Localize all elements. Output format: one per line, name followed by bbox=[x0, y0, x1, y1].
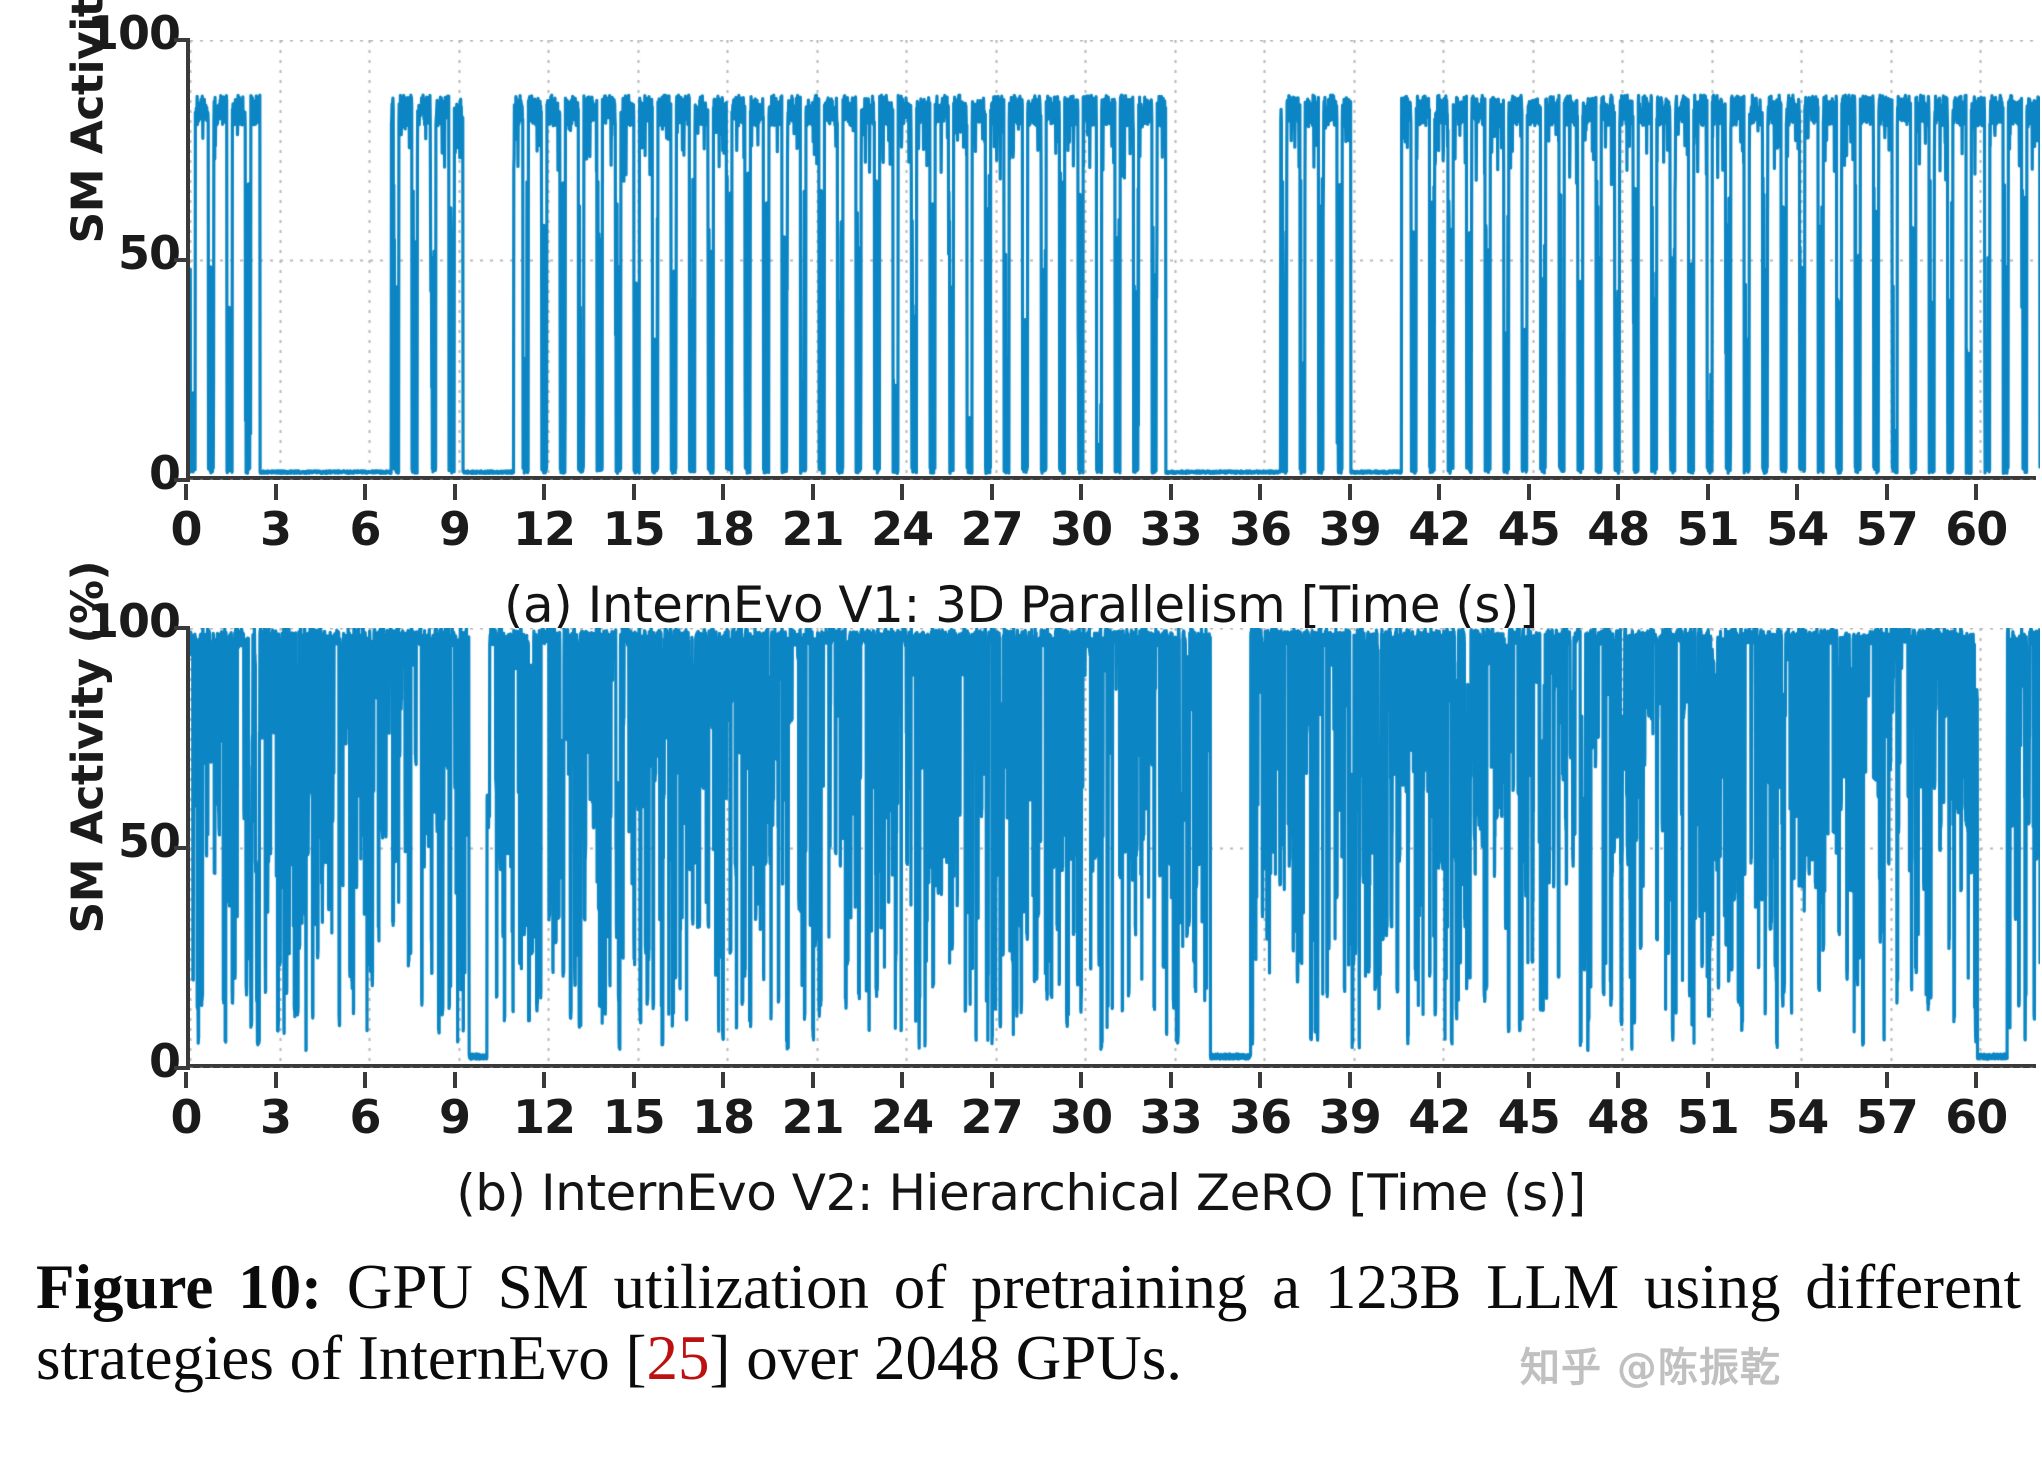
panel-b-xtick-51: 51 bbox=[1676, 1090, 1740, 1144]
figure-label: Figure 10: bbox=[36, 1252, 323, 1322]
panel-b-xtick-21: 21 bbox=[781, 1090, 845, 1144]
chart-panel-a: SM Activity (%) 100 50 0 0 3 6 9 12 15 18 21 24 2… bbox=[0, 0, 2042, 634]
panel-a-caption: (a) InternEvo V1: 3D Parallelism [Time (… bbox=[504, 576, 1538, 634]
panel-a-xtick-33: 33 bbox=[1139, 502, 1203, 556]
panel-a-xtick-0: 0 bbox=[170, 502, 202, 556]
panel-a-x-tickmarks bbox=[184, 484, 2036, 500]
figure-citation: 25 bbox=[646, 1322, 710, 1393]
figure-caption-part-1: GPU SM utilization of pretraining a 123B… bbox=[36, 1252, 2021, 1393]
panel-a-ytick-50: 50 bbox=[117, 226, 181, 280]
panel-b-xtick-57: 57 bbox=[1855, 1090, 1919, 1144]
chart-panel-b: SM Activity (%) 100 50 0 0 3 6 9 12 15 18 21 24 2… bbox=[0, 561, 2042, 1228]
panel-b-xtick-3: 3 bbox=[260, 1090, 292, 1144]
panel-b-y-tick-labels: 100 50 0 bbox=[0, 598, 181, 1228]
panel-a-ytick-0: 0 bbox=[148, 446, 181, 500]
panel-b-xtick-54: 54 bbox=[1766, 1090, 1829, 1144]
panel-b-xtick-15: 15 bbox=[602, 1090, 666, 1144]
panel-a-xtick-60: 60 bbox=[1945, 502, 2008, 556]
panel-a-xtick-42: 42 bbox=[1408, 502, 1471, 556]
panel-b-ytick-0: 0 bbox=[148, 1034, 181, 1088]
panel-a-xtick-21: 21 bbox=[781, 502, 845, 556]
panel-a-xtick-45: 45 bbox=[1497, 502, 1561, 556]
panel-b-x-tickmarks bbox=[184, 1072, 2036, 1088]
panel-b-caption: (b) InternEvo V2: Hierarchical ZeRO [Tim… bbox=[456, 1164, 1586, 1222]
panel-b-xtick-24: 24 bbox=[871, 1090, 934, 1144]
panel-b-ytick-50: 50 bbox=[117, 814, 181, 868]
panel-a-xtick-36: 36 bbox=[1229, 502, 1292, 556]
panel-a-xtick-24: 24 bbox=[871, 502, 934, 556]
panel-b-xtick-6: 6 bbox=[349, 1090, 382, 1144]
panel-a-plot-area[interactable] bbox=[174, 38, 2040, 482]
figure-caption-part-2: ] over 2048 GPUs. bbox=[709, 1322, 1183, 1393]
panel-b-xtick-39: 39 bbox=[1318, 1090, 1382, 1144]
panel-a-xtick-3: 3 bbox=[260, 502, 292, 556]
panel-a-xtick-39: 39 bbox=[1318, 502, 1382, 556]
panel-b-xtick-45: 45 bbox=[1497, 1090, 1561, 1144]
panel-a-ytick-100: 100 bbox=[86, 6, 181, 60]
panel-b-xtick-12: 12 bbox=[513, 1090, 576, 1144]
panel-a-xtick-18: 18 bbox=[692, 502, 755, 556]
panel-b-ytick-100: 100 bbox=[86, 594, 181, 648]
panel-a-x-tick-labels: 0 3 6 9 12 15 18 21 24 27 30 33 36 39 42 45 48 51 54 57 60 bbox=[170, 502, 2036, 566]
panel-b-xtick-60: 60 bbox=[1945, 1090, 2008, 1144]
panel-a-y-tick-labels: 100 50 0 bbox=[0, 6, 181, 608]
panel-b-plot-area[interactable] bbox=[174, 626, 2040, 1070]
panel-a-xtick-27: 27 bbox=[960, 502, 1024, 556]
figure-caption: Figure 10: GPU SM utilization of pretrai… bbox=[36, 1252, 2021, 1393]
panel-b-xtick-18: 18 bbox=[692, 1090, 755, 1144]
panel-a-xtick-9: 9 bbox=[439, 502, 471, 556]
panel-a-xtick-54: 54 bbox=[1766, 502, 1829, 556]
panel-b-xtick-30: 30 bbox=[1050, 1090, 1113, 1144]
panel-a-xtick-6: 6 bbox=[349, 502, 382, 556]
panel-b-xtick-33: 33 bbox=[1139, 1090, 1203, 1144]
panel-a-xtick-57: 57 bbox=[1855, 502, 1919, 556]
panel-b-xtick-42: 42 bbox=[1408, 1090, 1471, 1144]
panel-b-xtick-0: 0 bbox=[170, 1090, 202, 1144]
panel-b-xtick-27: 27 bbox=[960, 1090, 1024, 1144]
panel-b-x-tick-labels: 0 3 6 9 12 15 18 21 24 27 30 33 36 39 42 45 48 51 54 57 60 bbox=[170, 1090, 2036, 1154]
panel-a-xtick-12: 12 bbox=[513, 502, 576, 556]
panel-a-xtick-30: 30 bbox=[1050, 502, 1113, 556]
panel-a-xtick-15: 15 bbox=[602, 502, 666, 556]
panel-a-xtick-48: 48 bbox=[1587, 502, 1650, 556]
panel-a-xtick-51: 51 bbox=[1676, 502, 1740, 556]
panel-b-xtick-48: 48 bbox=[1587, 1090, 1650, 1144]
panel-b-xtick-36: 36 bbox=[1229, 1090, 1292, 1144]
panel-b-xtick-9: 9 bbox=[439, 1090, 471, 1144]
